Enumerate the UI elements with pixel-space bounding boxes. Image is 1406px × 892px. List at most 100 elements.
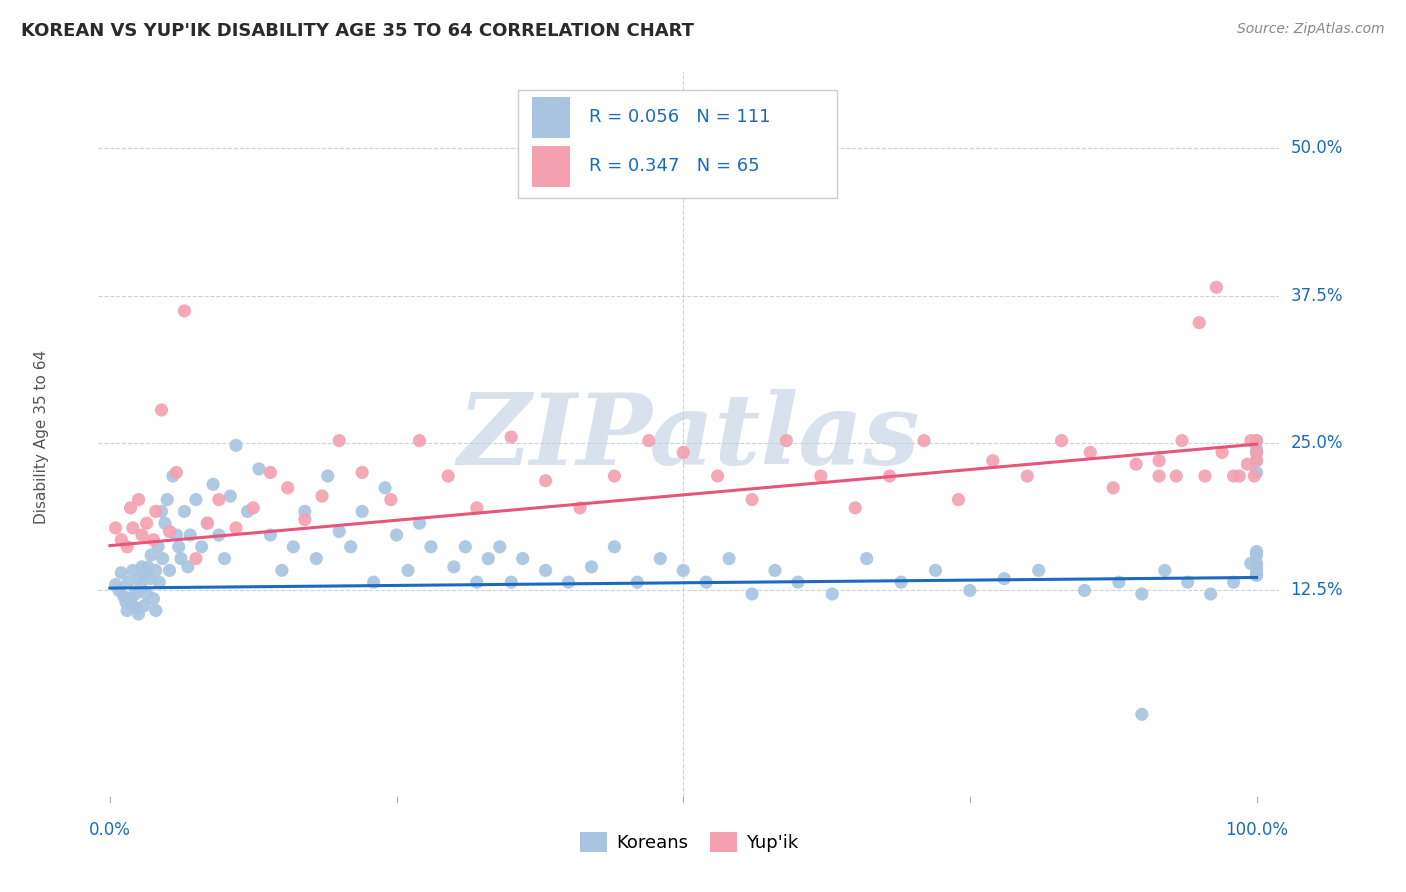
Point	[120, 591, 142, 606]
Point	[1028, 563, 1050, 577]
Point	[142, 591, 165, 606]
Point	[159, 524, 181, 539]
Text: R = 0.347   N = 65: R = 0.347 N = 65	[589, 158, 759, 176]
Point	[352, 504, 374, 518]
Point	[142, 533, 165, 547]
Point	[115, 595, 138, 609]
Point	[283, 540, 305, 554]
Point	[890, 575, 912, 590]
Point	[512, 551, 534, 566]
Point	[1153, 563, 1175, 577]
Point	[1243, 469, 1265, 483]
Point	[145, 504, 167, 518]
Point	[305, 551, 328, 566]
Point	[1240, 557, 1263, 571]
Point	[214, 551, 236, 566]
Point	[1130, 707, 1153, 722]
Point	[1246, 557, 1268, 571]
Point	[1246, 442, 1268, 456]
Point	[117, 575, 139, 590]
Text: 50.0%: 50.0%	[1291, 139, 1343, 157]
Point	[150, 504, 173, 518]
Legend: Koreans, Yup'ik: Koreans, Yup'ik	[572, 824, 806, 860]
Point	[195, 516, 218, 531]
Point	[948, 492, 970, 507]
Point	[167, 540, 190, 554]
Point	[993, 572, 1015, 586]
Point	[120, 500, 142, 515]
Point	[156, 492, 179, 507]
Point	[959, 583, 981, 598]
Point	[195, 516, 218, 531]
Point	[465, 575, 488, 590]
Point	[294, 504, 316, 518]
Point	[1199, 587, 1222, 601]
Point	[1130, 587, 1153, 601]
Point	[110, 533, 132, 547]
Point	[1246, 544, 1268, 558]
Point	[374, 481, 396, 495]
Point	[177, 559, 200, 574]
Point	[108, 583, 131, 598]
Point	[488, 540, 510, 554]
Point	[179, 528, 201, 542]
Point	[1222, 469, 1244, 483]
Point	[637, 434, 659, 448]
Point	[1194, 469, 1216, 483]
Point	[131, 528, 153, 542]
Point	[1073, 583, 1095, 598]
Point	[408, 516, 430, 531]
Point	[1246, 434, 1268, 448]
Point	[225, 521, 247, 535]
Point	[225, 438, 247, 452]
Point	[821, 587, 844, 601]
Point	[741, 587, 763, 601]
Point	[242, 500, 264, 515]
Point	[141, 548, 163, 562]
Point	[311, 489, 333, 503]
Point	[855, 551, 877, 566]
Point	[1188, 316, 1211, 330]
Point	[316, 469, 339, 483]
Point	[165, 466, 187, 480]
Point	[763, 563, 786, 577]
Point	[128, 572, 150, 586]
Point	[173, 303, 195, 318]
Point	[1108, 575, 1130, 590]
Point	[626, 575, 648, 590]
Point	[603, 469, 626, 483]
Point	[208, 528, 231, 542]
Point	[1246, 563, 1268, 577]
Point	[104, 577, 127, 591]
Point	[1246, 548, 1268, 562]
FancyBboxPatch shape	[531, 146, 569, 186]
Text: 100.0%: 100.0%	[1225, 822, 1288, 839]
Point	[844, 500, 866, 515]
Point	[184, 492, 207, 507]
Point	[294, 513, 316, 527]
Point	[1050, 434, 1073, 448]
Point	[1246, 568, 1268, 582]
Point	[1246, 453, 1268, 467]
Point	[270, 563, 292, 577]
Point	[128, 492, 150, 507]
Point	[125, 601, 148, 615]
Point	[153, 516, 176, 531]
Point	[1240, 434, 1263, 448]
Point	[534, 474, 557, 488]
Point	[236, 504, 259, 518]
Point	[1125, 457, 1147, 471]
Point	[129, 580, 152, 594]
Point	[121, 563, 143, 577]
Point	[741, 492, 763, 507]
Point	[146, 540, 169, 554]
Point	[135, 587, 157, 601]
Point	[1147, 469, 1170, 483]
Point	[420, 540, 443, 554]
Point	[1166, 469, 1188, 483]
Point	[924, 563, 946, 577]
Point	[1246, 445, 1268, 459]
Point	[672, 445, 695, 459]
Point	[135, 516, 157, 531]
Text: KOREAN VS YUP'IK DISABILITY AGE 35 TO 64 CORRELATION CHART: KOREAN VS YUP'IK DISABILITY AGE 35 TO 64…	[21, 22, 695, 40]
